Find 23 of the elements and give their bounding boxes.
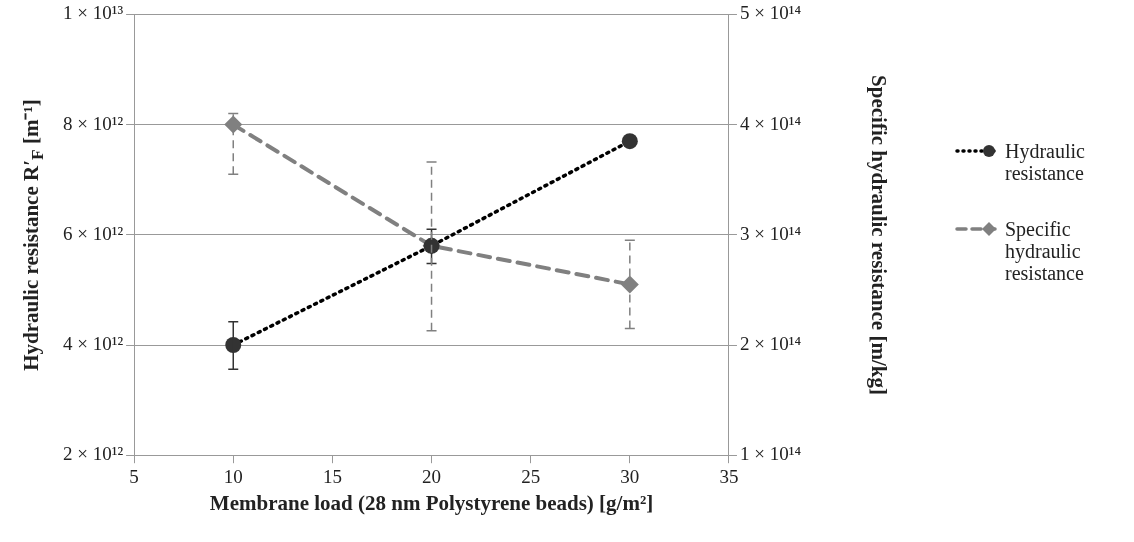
y2-tick-label: 2 × 10¹⁴ <box>739 332 802 354</box>
y-tick-label: 2 × 10¹² <box>63 443 124 465</box>
legend-label: Specific hydraulic resistance <box>1005 218 1085 284</box>
legend-label: Hydraulic resistance <box>1005 140 1086 184</box>
x-axis-title: Membrane load (28 nm Polystyrene beads) [g/m²] <box>209 491 654 517</box>
x-tick-label: 15 <box>322 465 342 487</box>
y-tick-label: 8 × 10¹² <box>63 112 124 134</box>
y2-axis-title: Specific hydraulic resistance [m/kg] <box>865 73 892 397</box>
x-tick-label: 35 <box>719 465 739 487</box>
x-tick-label: 25 <box>521 465 541 487</box>
y2-tick-label: 4 × 10¹⁴ <box>739 112 802 134</box>
y-tick-label: 6 × 10¹² <box>63 222 124 244</box>
x-tick-label: 20 <box>422 465 442 487</box>
x-tick-label: 10 <box>223 465 243 487</box>
x-tick-label: 5 <box>129 465 139 487</box>
y2-tick-label: 5 × 10¹⁴ <box>739 2 802 24</box>
point <box>225 337 242 353</box>
y-tick-label: 1 × 10¹³ <box>63 2 124 24</box>
y-tick-label: 4 × 10¹² <box>63 332 124 354</box>
y2-tick-label: 3 × 10¹⁴ <box>739 222 802 244</box>
point <box>621 133 638 150</box>
y2-tick-label: 1 × 10¹⁴ <box>739 443 802 465</box>
x-tick-label: 30 <box>620 465 640 487</box>
